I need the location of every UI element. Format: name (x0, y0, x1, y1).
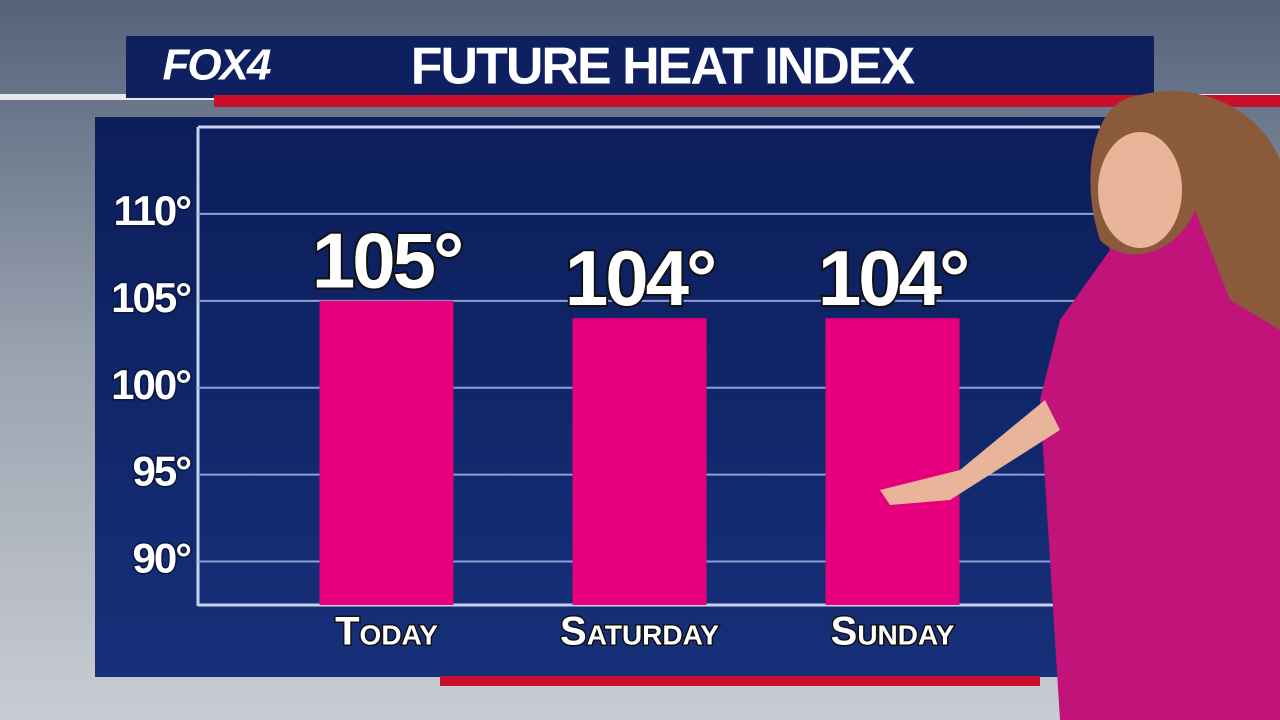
value-label: 105° (312, 216, 461, 304)
header-red-stripe (214, 95, 1280, 107)
presenter (880, 91, 1280, 720)
header-bar (126, 36, 1154, 98)
bar (319, 300, 454, 605)
presenter-arm (880, 400, 1060, 505)
plot: 90° 95° 100° 105° 110° 105° Today 104° Saturday 1… (110, 186, 1100, 655)
x-tick-label: Sunday (831, 610, 955, 654)
value-label: 104° (818, 234, 967, 322)
logo: FOX4 (163, 41, 271, 90)
chart-title: FUTURE HEAT INDEX (411, 38, 916, 96)
footer-red-stripe (440, 676, 1040, 686)
presenter-face (1098, 132, 1182, 248)
y-tick-label: 95° (132, 448, 190, 495)
x-tick-label: Today (335, 610, 438, 654)
y-tick-label: 100° (111, 361, 190, 408)
bar (825, 318, 960, 605)
x-tick-label: Saturday (560, 610, 719, 654)
bar (572, 318, 707, 605)
y-tick-label: 90° (132, 535, 190, 582)
value-label: 104° (565, 234, 714, 322)
y-tick-label: 105° (111, 274, 190, 321)
y-tick-label: 110° (113, 187, 190, 234)
